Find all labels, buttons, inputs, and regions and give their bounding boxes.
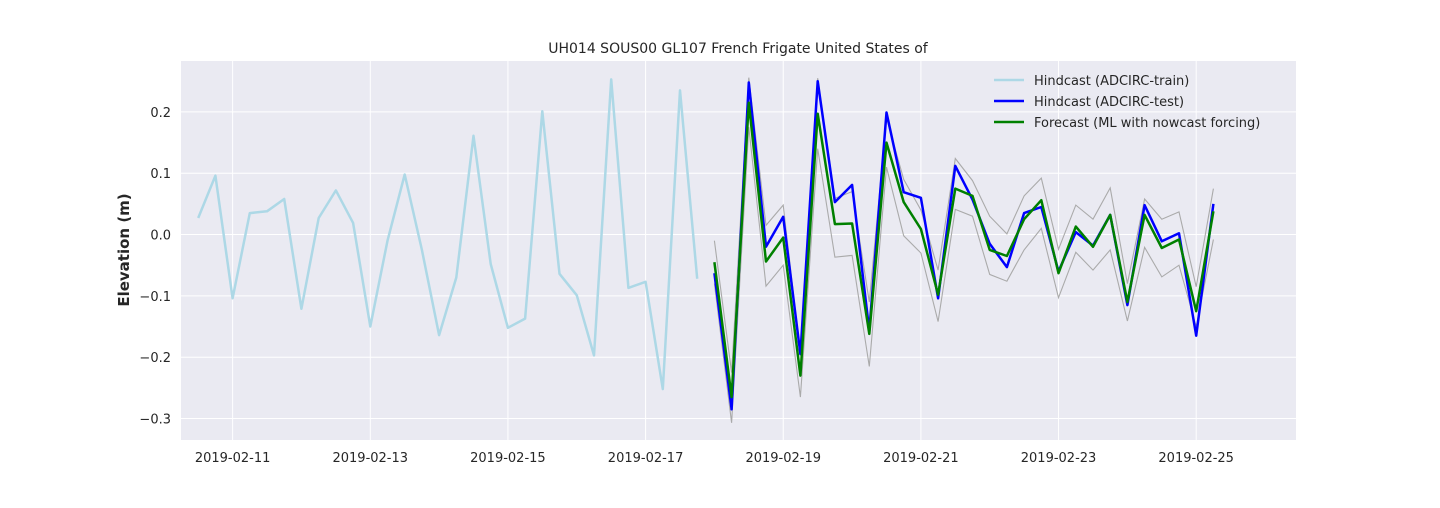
grid [181,61,1296,440]
x-tick-label: 2019-02-11 [195,451,271,466]
legend-entry-test: Hindcast (ADCIRC-test) [994,95,1184,110]
band-lower-line [713,127,1214,423]
legend-entry-train: Hindcast (ADCIRC-train) [994,74,1189,89]
legend-entry-forecast: Forecast (ML with nowcast forcing) [994,116,1260,131]
legend-label: Hindcast (ADCIRC-train) [1034,74,1189,89]
y-axis-ticks: 0.2 0.1 0.0 −0.1 −0.2 −0.3 [139,106,171,428]
y-tick-label: −0.2 [139,351,171,366]
series-lines [197,78,1215,411]
y-axis-label: Elevation (m) [115,193,133,306]
x-tick-label: 2019-02-19 [745,451,821,466]
legend: Hindcast (ADCIRC-train) Hindcast (ADCIRC-… [994,74,1260,131]
x-axis-ticks: 2019-02-11 2019-02-13 2019-02-15 2019-02-17… [195,451,1234,466]
x-tick-label: 2019-02-13 [332,451,408,466]
x-tick-label: 2019-02-17 [608,451,684,466]
y-tick-label: −0.3 [139,413,171,428]
y-tick-label: 0.0 [150,229,171,244]
x-tick-label: 2019-02-23 [1021,451,1097,466]
x-tick-label: 2019-02-15 [470,451,546,466]
series-train-line [197,78,699,391]
legend-label: Hindcast (ADCIRC-test) [1034,95,1184,110]
y-tick-label: 0.2 [150,106,171,121]
y-tick-label: −0.1 [139,290,171,305]
y-tick-label: 0.1 [150,167,171,182]
x-tick-label: 2019-02-21 [883,451,959,466]
chart-title: UH014 SOUS00 GL107 French Frigate United… [548,41,929,57]
x-tick-label: 2019-02-25 [1158,451,1234,466]
series-forecast-line [713,101,1215,399]
legend-label: Forecast (ML with nowcast forcing) [1034,116,1260,131]
